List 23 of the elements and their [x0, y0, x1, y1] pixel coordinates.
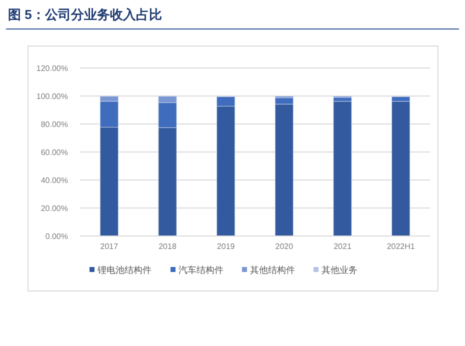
- x-tick-label: 2020: [275, 242, 294, 251]
- legend-label: 汽车结构件: [178, 265, 224, 275]
- y-tick-label: 0.00%: [45, 232, 68, 241]
- x-tick-label: 2017: [100, 242, 119, 251]
- y-tick-label: 120.00%: [36, 64, 68, 73]
- legend-其他结构件: 其他结构件: [242, 265, 295, 275]
- y-tick-label: 60.00%: [40, 148, 68, 157]
- x-tick-label: 2021: [334, 242, 352, 251]
- legend-label: 其他结构件: [250, 265, 295, 275]
- bar: [392, 101, 410, 236]
- y-tick-label: 100.00%: [36, 92, 68, 101]
- title: 图 5：公司分业务收入占比: [8, 7, 162, 22]
- bar: [333, 101, 352, 236]
- legend-label: 其他业务: [322, 265, 358, 275]
- y-tick-label: 40.00%: [40, 176, 68, 185]
- legend-汽车结构件: 汽车结构件: [170, 265, 224, 275]
- y-tick-label: 80.00%: [40, 120, 68, 129]
- x-tick-label: 2022H1: [386, 242, 416, 251]
- x-tick-label: 2018: [158, 242, 177, 251]
- x-tick-label: 2019: [216, 242, 236, 251]
- y-tick-label: 20.00%: [40, 204, 68, 213]
- legend-锂电池结构件: 锂电池结构件: [90, 265, 152, 275]
- legend-其他业务: 其他业务: [314, 265, 358, 275]
